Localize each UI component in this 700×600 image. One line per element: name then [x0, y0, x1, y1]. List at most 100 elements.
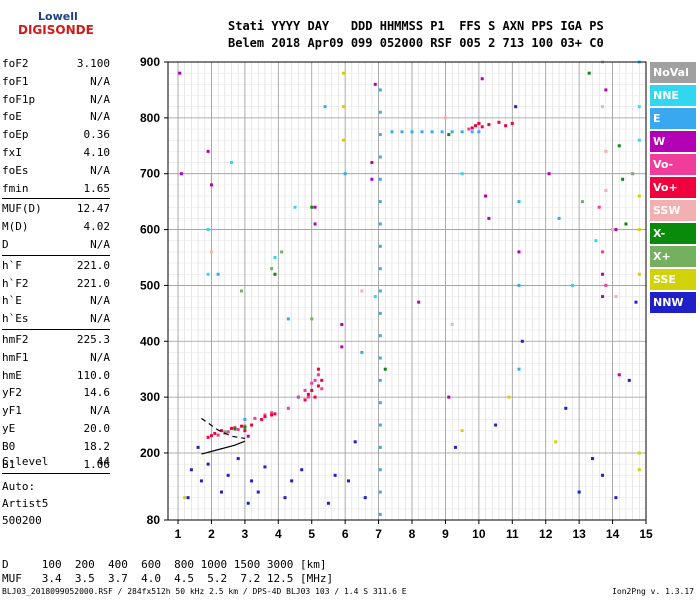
data-point-e	[323, 105, 327, 109]
x-tick-label: 5	[308, 527, 315, 541]
param-row: D N/A	[2, 236, 110, 254]
param-label: foF1p	[2, 92, 36, 106]
data-point-vo	[206, 435, 210, 439]
data-point-e	[470, 130, 474, 134]
param-label: foE	[2, 110, 22, 124]
x-tick-label: 15	[639, 527, 653, 541]
data-point-nnw	[333, 473, 337, 477]
data-point-vo	[477, 121, 481, 125]
data-point-nne	[570, 283, 574, 287]
param-row: h`F2 221.0	[2, 275, 110, 293]
param-row: h`E N/A	[2, 292, 110, 310]
data-point-e	[286, 317, 290, 321]
param-label: B1	[2, 457, 16, 471]
param-row: B0 18.2	[2, 438, 110, 456]
data-point-e	[410, 130, 414, 134]
data-point-nnw	[206, 462, 210, 466]
param-row: hmF1 N/A	[2, 349, 110, 367]
data-point-vo	[273, 412, 277, 416]
param-label: h`E	[2, 294, 22, 308]
data-point-nnw	[189, 468, 193, 472]
legend-item-nnw: NNW	[650, 292, 696, 313]
data-point-x	[580, 200, 584, 204]
data-point-e	[400, 130, 404, 134]
x-tick-label: 7	[375, 527, 382, 541]
data-point-nnw	[300, 468, 304, 472]
param-value: 12.47	[76, 202, 110, 216]
param-row: foEs N/A	[2, 162, 110, 180]
data-point-e	[378, 445, 382, 449]
data-point-e	[378, 289, 382, 293]
param-value: 221.0	[76, 276, 110, 290]
data-point-vo	[320, 387, 324, 391]
param-row: foEp 0.36	[2, 126, 110, 144]
data-point-ssw	[614, 295, 618, 299]
legend-item-nne: NNE	[650, 85, 696, 106]
data-point-e	[460, 130, 464, 134]
data-point-vo	[243, 429, 247, 433]
data-point-nne	[637, 105, 641, 109]
data-point-x	[310, 317, 314, 321]
data-point-nnw	[634, 300, 638, 304]
data-point-sse	[341, 105, 345, 109]
param-value: N/A	[90, 163, 110, 177]
param-row: fxI 4.10	[2, 144, 110, 162]
legend-item-e: E	[650, 108, 696, 129]
y-tick-label: 800	[140, 111, 160, 125]
data-point-e	[440, 130, 444, 134]
param-divider	[2, 328, 110, 330]
data-point-nne	[273, 255, 277, 259]
data-point-e	[378, 88, 382, 92]
param-label: fmin	[2, 181, 29, 195]
data-point-w	[517, 250, 521, 254]
data-point-vo	[263, 415, 267, 419]
data-point-vo	[270, 413, 274, 417]
data-point-e	[390, 130, 394, 134]
data-point-x	[587, 71, 591, 75]
data-point-vo	[487, 123, 491, 127]
data-point-x	[240, 289, 244, 293]
data-point-x	[383, 367, 387, 371]
data-point-vo	[250, 423, 254, 427]
data-point-e	[378, 155, 382, 159]
data-point-sse	[554, 440, 558, 444]
data-point-e	[378, 267, 382, 271]
param-divider	[2, 198, 110, 200]
data-point-e	[420, 130, 424, 134]
data-point-ssw	[611, 228, 615, 232]
param-value: 1.65	[83, 181, 111, 195]
y-tick-label: 600	[140, 223, 160, 237]
parameter-panel: foF2 3.100 foF1 N/A foF1p N/A foE N/A foEp 0.36 fx…	[2, 55, 110, 473]
station-header: Stati YYYY DAY DDD HHMMSS P1 FFS S AXN P…	[228, 18, 604, 52]
legend-item-sse: SSE	[650, 269, 696, 290]
param-label: foF2	[2, 57, 29, 70]
x-tick-label: 9	[442, 527, 449, 541]
param-label: yF1	[2, 404, 22, 418]
data-point-nnw	[290, 479, 294, 483]
data-point-w	[370, 177, 374, 181]
param-row: foF1 N/A	[2, 73, 110, 91]
data-point-vo	[604, 283, 608, 287]
data-point-w	[313, 222, 317, 226]
data-point-e	[450, 130, 454, 134]
data-point-nnw	[601, 473, 605, 477]
data-point-e	[378, 378, 382, 382]
data-point-sse	[183, 496, 187, 500]
file-info: BLJ03_2018099052000.RSF / 284fx512h 50 k…	[2, 587, 407, 596]
data-point-e	[378, 468, 382, 472]
data-point-vo	[263, 413, 267, 417]
data-point-e	[378, 356, 382, 360]
param-label: foF1	[2, 74, 29, 88]
y-axis-ticks: 80 200 300 400 500 600 700 800 900	[140, 55, 168, 527]
param-label: B0	[2, 439, 16, 453]
data-point-vo	[480, 125, 484, 129]
y-tick-label: 400	[140, 334, 160, 348]
x-tick-label: 3	[242, 527, 249, 541]
x-tick-label: 1	[175, 527, 182, 541]
param-row: MUF(D) 12.47	[2, 200, 110, 218]
data-point-w	[209, 183, 213, 187]
y-tick-label: 300	[140, 390, 160, 404]
data-point-e	[378, 311, 382, 315]
data-point-w	[246, 434, 250, 438]
